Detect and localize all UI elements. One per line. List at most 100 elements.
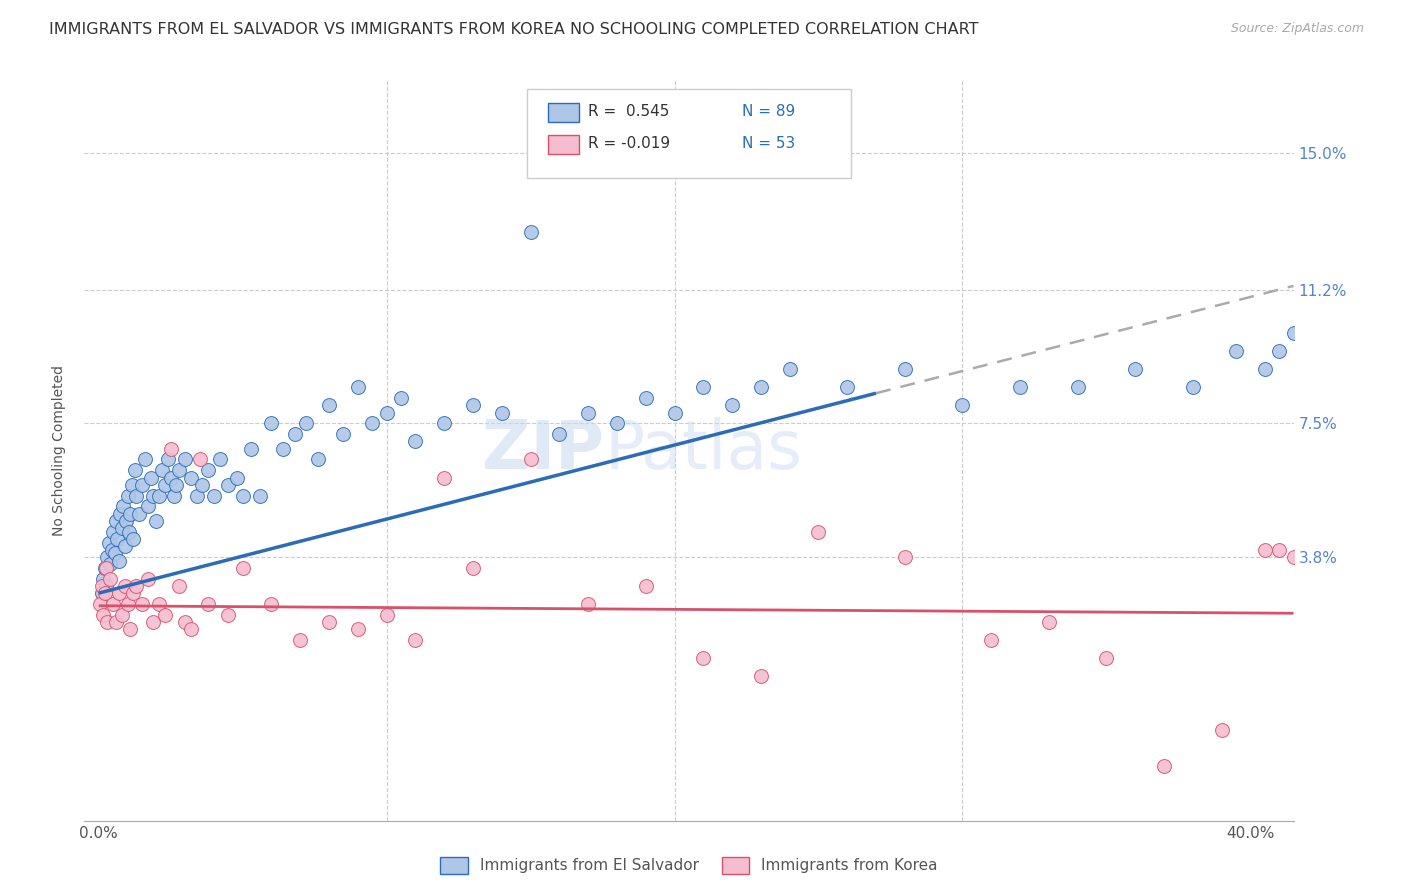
Point (96, 549, 118, 564)
Point (404, 434, 426, 449)
Point (112, 500, 135, 514)
Point (142, 615, 165, 629)
Point (332, 427, 354, 442)
Point (197, 597, 219, 611)
Text: N = 53: N = 53 (742, 136, 796, 152)
Point (1254, 542, 1277, 557)
Point (307, 452, 329, 467)
Point (117, 489, 139, 503)
Point (94, 579, 117, 593)
Point (1095, 651, 1118, 665)
Point (174, 615, 197, 629)
Point (217, 477, 239, 491)
Point (1282, 549, 1305, 564)
Point (118, 524, 141, 539)
Point (318, 398, 340, 412)
Point (1225, 344, 1247, 359)
Point (121, 477, 143, 491)
Point (664, 405, 686, 419)
Point (115, 514, 138, 528)
Point (153, 607, 176, 622)
Point (108, 586, 131, 600)
Point (124, 463, 146, 477)
Point (692, 380, 714, 394)
Point (361, 417, 384, 431)
Point (375, 607, 398, 622)
Y-axis label: No Schooling Completed: No Schooling Completed (52, 365, 66, 536)
Point (779, 362, 801, 376)
Point (108, 553, 131, 567)
Point (576, 405, 599, 419)
Point (389, 391, 412, 405)
Text: N = 89: N = 89 (742, 104, 796, 120)
Point (692, 651, 714, 665)
Point (156, 452, 179, 467)
Point (105, 514, 128, 528)
Point (148, 489, 170, 503)
Point (114, 539, 136, 553)
Point (375, 405, 398, 419)
Point (1268, 344, 1291, 359)
Point (461, 561, 484, 575)
Text: R =  0.545: R = 0.545 (588, 104, 669, 120)
Point (1296, 597, 1319, 611)
Point (100, 542, 122, 557)
Point (433, 417, 456, 431)
Text: R = -0.019: R = -0.019 (588, 136, 669, 152)
Point (461, 398, 484, 412)
Point (260, 597, 283, 611)
Point (1282, 326, 1305, 340)
Point (318, 615, 340, 629)
Point (433, 470, 456, 484)
Point (145, 514, 167, 528)
Point (191, 477, 214, 491)
Point (90, 586, 112, 600)
Point (166, 477, 188, 491)
Point (837, 380, 859, 394)
Point (208, 452, 231, 467)
Point (94, 561, 117, 575)
Point (271, 442, 294, 456)
Point (169, 463, 191, 477)
Point (1038, 615, 1060, 629)
Point (159, 470, 181, 484)
Point (634, 579, 657, 593)
Point (491, 405, 513, 419)
Point (136, 500, 159, 514)
Point (188, 452, 211, 467)
Point (576, 597, 599, 611)
Point (148, 597, 170, 611)
Point (128, 507, 150, 521)
Point (125, 579, 148, 593)
Point (131, 477, 153, 491)
Point (232, 489, 254, 503)
Point (117, 597, 139, 611)
Point (347, 380, 370, 394)
Point (93, 586, 115, 600)
Point (120, 622, 142, 636)
Point (125, 489, 148, 503)
Point (249, 489, 271, 503)
Point (1181, 380, 1204, 394)
Point (180, 470, 202, 484)
Point (217, 607, 239, 622)
Point (174, 452, 197, 467)
Point (721, 398, 744, 412)
Point (232, 561, 254, 575)
Point (226, 470, 249, 484)
Point (96, 615, 118, 629)
Point (139, 470, 162, 484)
Point (894, 362, 917, 376)
Text: Source: ZipAtlas.com: Source: ZipAtlas.com (1230, 22, 1364, 36)
Point (1123, 362, 1146, 376)
Point (519, 225, 541, 239)
Point (980, 633, 1002, 648)
Point (122, 532, 145, 546)
Point (1254, 362, 1277, 376)
Text: Patlas: Patlas (605, 417, 803, 483)
Point (110, 507, 132, 521)
Point (98, 572, 121, 586)
Point (142, 489, 165, 503)
Point (519, 452, 541, 467)
Point (202, 489, 225, 503)
